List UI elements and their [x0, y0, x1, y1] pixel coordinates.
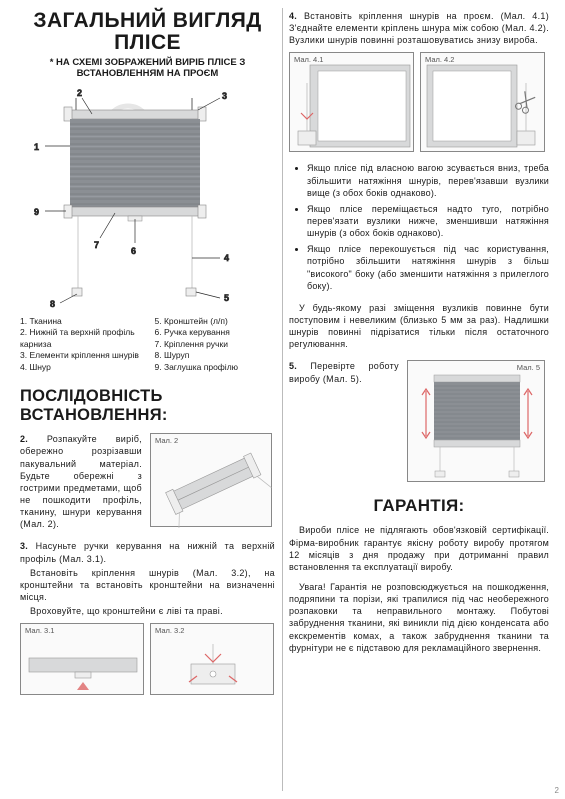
- figure-label: Мал. 2: [155, 436, 178, 445]
- legend-item: 6. Ручка керування: [155, 327, 276, 338]
- step-3c-text: Вроховуйте, що кронштейни є ліві та прав…: [20, 605, 275, 617]
- sequence-title: ПОСЛІДОВНІСТЬ ВСТАНОВЛЕННЯ:: [20, 387, 275, 425]
- left-column: ЗАГАЛЬНИЙ ВИГЛЯД ПЛІСЕ * НА СХЕМІ ЗОБРАЖ…: [20, 10, 275, 695]
- legend-item: 7. Кріплення ручки: [155, 339, 276, 350]
- svg-text:2: 2: [77, 88, 82, 98]
- svg-text:3: 3: [222, 91, 227, 101]
- figure-label: Мал. 3.1: [25, 626, 54, 635]
- legend-item: 8. Шуруп: [155, 350, 276, 361]
- legend-item: 1. Тканина: [20, 316, 141, 327]
- legend-item: 4. Шнур: [20, 362, 141, 373]
- legend-item: 5. Кронштейн (л/п): [155, 316, 276, 327]
- step-5-row: 5. Перевірте роботу виробу (Мал. 5). Мал…: [289, 360, 549, 482]
- svg-text:6: 6: [131, 246, 136, 256]
- right-column: 4. Встановіть кріплення шнурів на проєм.…: [289, 10, 549, 695]
- legend: 1. Тканина 2. Нижній та верхній профіль …: [20, 316, 275, 373]
- svg-text:1: 1: [34, 142, 39, 152]
- step-4-text: 4. Встановіть кріплення шнурів на проєм.…: [289, 10, 549, 46]
- figures-3-row: Мал. 3.1 Мал. 3.2: [20, 623, 275, 695]
- step-2-text: 2. Розпакуйте виріб, обережно розрізавши…: [20, 433, 142, 530]
- legend-item: 9. Заглушка профілю: [155, 362, 276, 373]
- step-num: 5.: [289, 361, 297, 371]
- figure-3-2: Мал. 3.2: [150, 623, 274, 695]
- figure-4-1: Мал. 4.1: [289, 52, 414, 152]
- step-num: 4.: [289, 11, 297, 21]
- guarantee-title: ГАРАНТІЯ:: [289, 496, 549, 516]
- bullet-item: Якщо плісе переміщається надто туго, пот…: [307, 203, 549, 239]
- step-body: Розпакуйте виріб, обережно розрізавши па…: [20, 434, 142, 529]
- column-divider: [282, 8, 283, 791]
- step-body: Встановіть кріплення шнурів на проєм. (М…: [289, 11, 549, 45]
- bullet-item: Якщо плісе під власною вагою зсувається …: [307, 162, 549, 198]
- legend-col-1: 1. Тканина 2. Нижній та верхній профіль …: [20, 316, 141, 373]
- figure-label: Мал. 4.1: [294, 55, 323, 64]
- step-2-row: 2. Розпакуйте виріб, обережно розрізавши…: [20, 433, 275, 530]
- overview-diagram: 1 2 3 4 5 6 7 8 9: [20, 88, 275, 310]
- adjust-note: У будь-якому разі зміщення вузликів пови…: [289, 302, 549, 351]
- step-3b-text: Встановіть кріплення шнурів (Мал. 3.2), …: [20, 567, 275, 603]
- figure-2: Мал. 2: [150, 433, 272, 527]
- bullet-item: Якщо плісе перекошується під час користу…: [307, 243, 549, 292]
- guarantee-p2: Увага! Гарантія не розповсюджується на п…: [289, 581, 549, 654]
- main-title: ЗАГАЛЬНИЙ ВИГЛЯД ПЛІСЕ: [20, 10, 275, 54]
- svg-text:9: 9: [34, 207, 39, 217]
- figure-4-2: Мал. 4.2: [420, 52, 545, 152]
- figure-label: Мал. 4.2: [425, 55, 454, 64]
- figure-5: Мал. 5: [407, 360, 545, 482]
- step-body: Насуньте ручки керування на нижній та ве…: [20, 541, 275, 563]
- adjustment-bullets: Якщо плісе під власною вагою зсувається …: [289, 162, 549, 295]
- svg-text:8: 8: [50, 299, 55, 309]
- step-3-text: 3. Насуньте ручки керування на нижній та…: [20, 540, 275, 564]
- svg-text:7: 7: [94, 240, 99, 250]
- guarantee-p1: Вироби плісе не підлягають обов'язковій …: [289, 524, 549, 573]
- legend-col-2: 5. Кронштейн (л/п) 6. Ручка керування 7.…: [155, 316, 276, 373]
- step-num: 3.: [20, 541, 28, 551]
- step-num: 2.: [20, 434, 28, 444]
- legend-item: 3. Елементи кріплення шнурів: [20, 350, 141, 361]
- svg-text:4: 4: [224, 253, 229, 263]
- step-5-text: 5. Перевірте роботу виробу (Мал. 5).: [289, 360, 399, 384]
- figure-3-1: Мал. 3.1: [20, 623, 144, 695]
- figures-4-row: Мал. 4.1 Мал. 4.2: [289, 52, 549, 152]
- step-body: Перевірте роботу виробу (Мал. 5).: [289, 361, 399, 383]
- page-container: ЗАГАЛЬНИЙ ВИГЛЯД ПЛІСЕ * НА СХЕМІ ЗОБРАЖ…: [0, 0, 565, 705]
- figure-label: Мал. 3.2: [155, 626, 184, 635]
- figure-label: Мал. 5: [517, 363, 540, 372]
- subtitle: * НА СХЕМІ ЗОБРАЖЕНИЙ ВИРІБ ПЛІСЕ З ВСТА…: [20, 58, 275, 80]
- page-number: 2: [555, 786, 559, 795]
- legend-item: 2. Нижній та верхній профіль карниза: [20, 327, 141, 350]
- svg-text:5: 5: [224, 293, 229, 303]
